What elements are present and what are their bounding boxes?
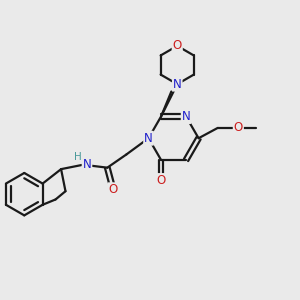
- Text: N: N: [82, 158, 91, 171]
- Text: O: O: [234, 122, 243, 134]
- Text: N: N: [182, 110, 190, 123]
- Text: N: N: [144, 132, 153, 145]
- Text: O: O: [156, 174, 166, 187]
- Text: O: O: [172, 39, 182, 52]
- Text: O: O: [109, 183, 118, 196]
- Text: N: N: [173, 78, 182, 91]
- Text: H: H: [74, 152, 82, 162]
